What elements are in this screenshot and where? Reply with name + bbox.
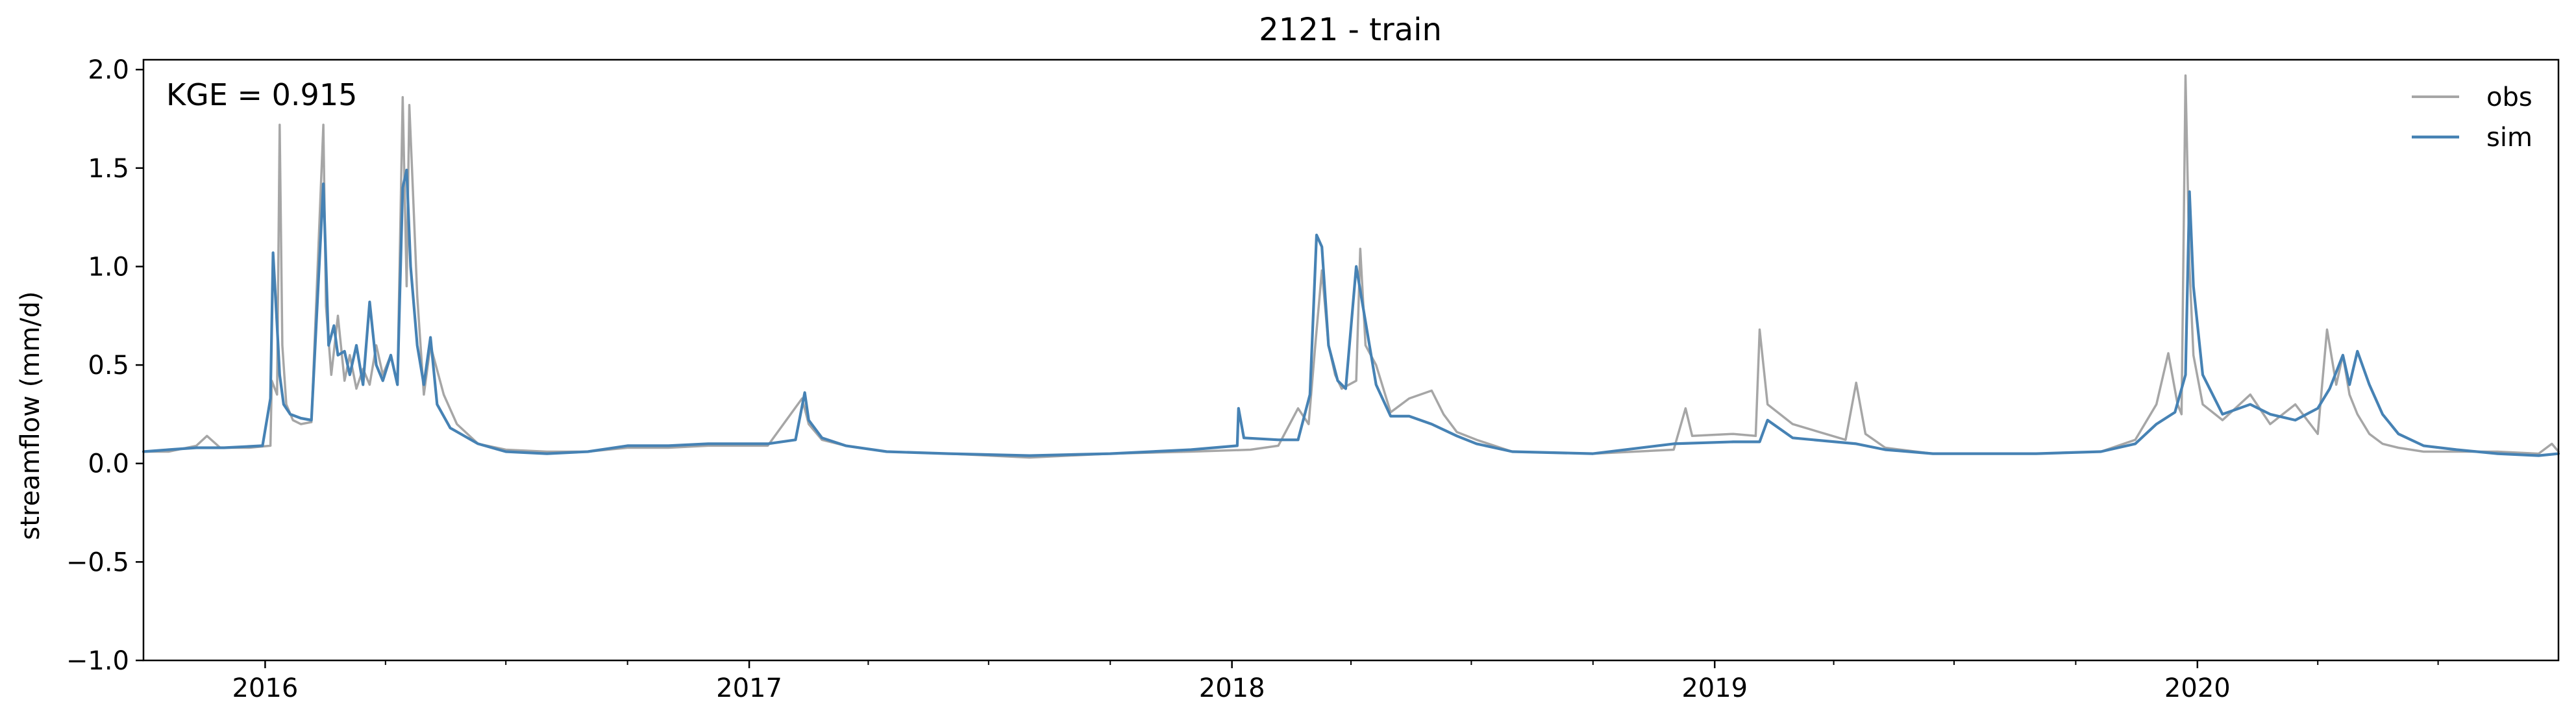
y-tick-label: −1.0 — [66, 646, 129, 676]
legend: obs sim — [2412, 82, 2533, 153]
y-tick-label: 2.0 — [88, 55, 129, 85]
series-line-sim — [142, 168, 2560, 457]
plot-area — [142, 74, 2560, 459]
chart-title: 2121 - train — [1259, 12, 1442, 48]
legend-label-sim: sim — [2486, 123, 2533, 153]
axes: −1.0 −0.5 0.0 0.5 1.0 1.5 2.0 2016 2017 2018 2019 2… — [66, 55, 2439, 703]
legend-label-obs: obs — [2486, 82, 2533, 112]
x-tick-label: 2020 — [2164, 673, 2231, 703]
y-tick-label: 0.0 — [88, 449, 129, 479]
y-tick-label: −0.5 — [66, 547, 129, 577]
kge-annotation: KGE = 0.915 — [166, 77, 357, 112]
y-axis-label: streamflow (mm/d) — [16, 291, 45, 540]
y-tick-label: 0.5 — [88, 351, 129, 381]
x-tick-label: 2016 — [232, 673, 299, 703]
x-tick-label: 2018 — [1199, 673, 1265, 703]
y-tick-label: 1.5 — [88, 154, 129, 184]
x-tick-label: 2017 — [716, 673, 782, 703]
x-tick-label: 2019 — [1681, 673, 1748, 703]
y-tick-label: 1.0 — [88, 252, 129, 282]
